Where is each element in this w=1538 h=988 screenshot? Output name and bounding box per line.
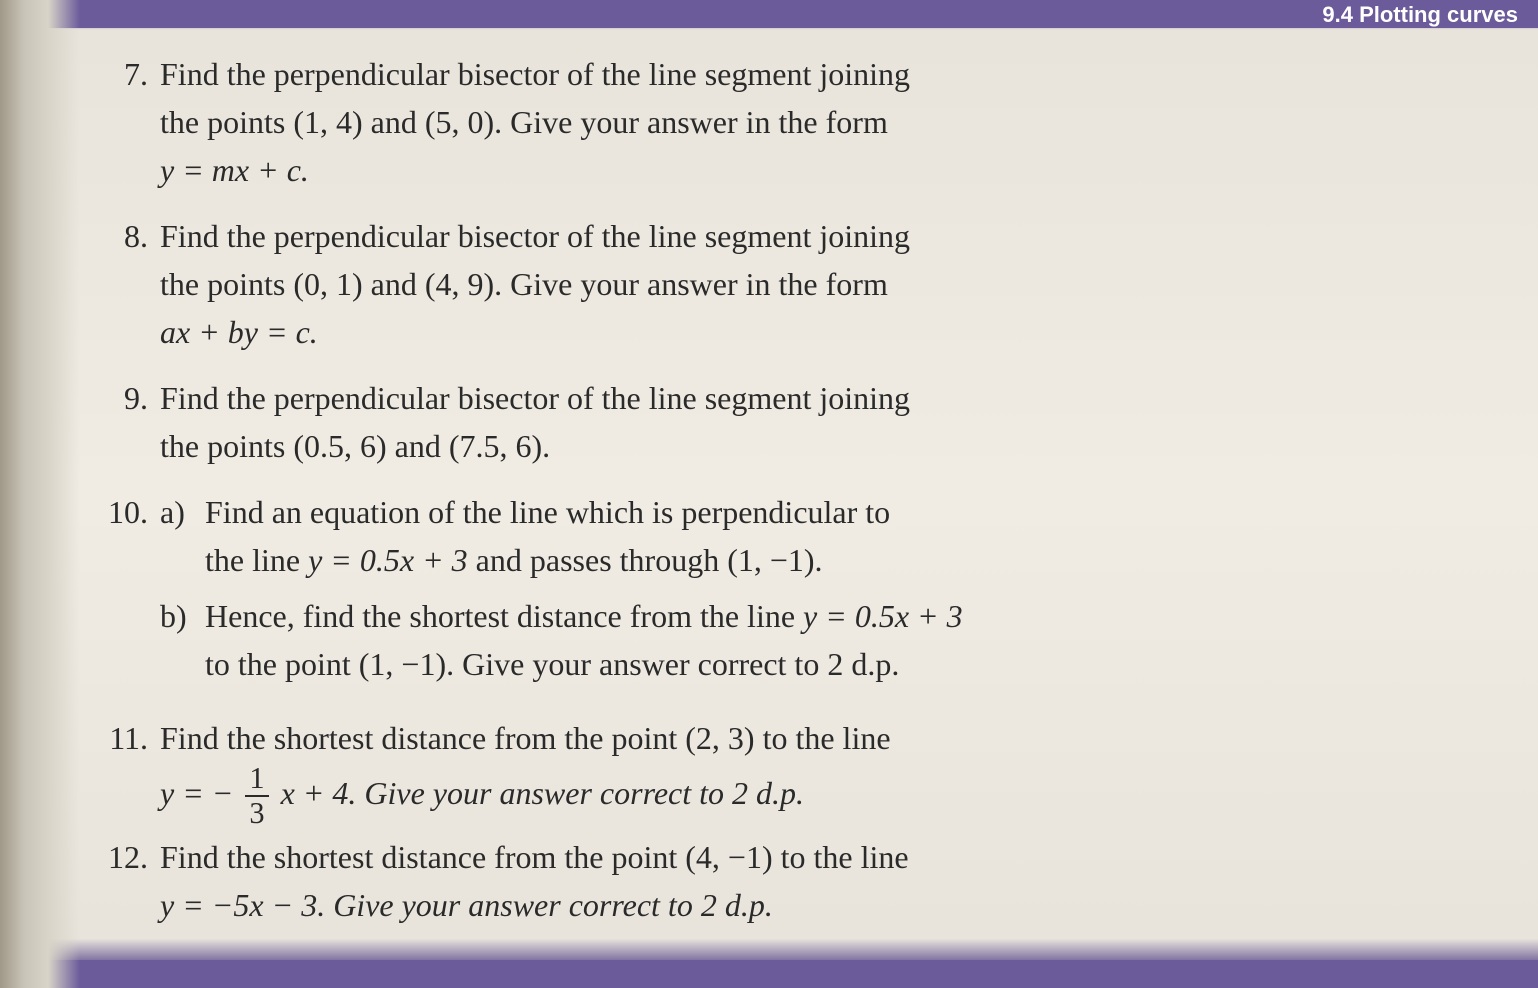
page-content: 7. Find the perpendicular bisector of th… — [100, 50, 1478, 931]
text-line: the points (0, 1) and (4, 9). Give your … — [160, 260, 1478, 308]
problem-number: 11. — [100, 714, 160, 831]
bottom-purple-bar — [0, 960, 1538, 988]
sub-part-b: b) Hence, find the shortest distance fro… — [160, 592, 1478, 688]
text-line: the line y = 0.5x + 3 and passes through… — [205, 536, 1478, 584]
sub-part-a: a) Find an equation of the line which is… — [160, 488, 1478, 584]
text: the line — [205, 542, 308, 578]
equation-pre: y = − — [160, 775, 241, 811]
problem-number: 9. — [100, 374, 160, 470]
sub-text: Hence, find the shortest distance from t… — [205, 592, 1478, 688]
problem-11: 11. Find the shortest distance from the … — [100, 714, 1478, 831]
problem-body: Find the perpendicular bisector of the l… — [160, 212, 1478, 356]
sub-label: a) — [160, 488, 205, 584]
text-line: the points (1, 4) and (5, 0). Give your … — [160, 98, 1478, 146]
text-line: Hence, find the shortest distance from t… — [205, 592, 1478, 640]
fraction: 13 — [245, 762, 268, 831]
sub-label: b) — [160, 592, 205, 688]
top-purple-bar — [0, 0, 1538, 28]
problem-12: 12. Find the shortest distance from the … — [100, 833, 1478, 929]
text-line: Find the perpendicular bisector of the l… — [160, 374, 1478, 422]
problem-body: Find the shortest distance from the poin… — [160, 833, 1478, 929]
problem-body: Find the perpendicular bisector of the l… — [160, 374, 1478, 470]
problem-body: Find the perpendicular bisector of the l… — [160, 50, 1478, 194]
problem-number: 8. — [100, 212, 160, 356]
problem-number: 7. — [100, 50, 160, 194]
equation-line: y = − 13 x + 4. Give your answer correct… — [160, 762, 1478, 831]
equation: ax + by = c. — [160, 308, 1478, 356]
text-line: Find the shortest distance from the poin… — [160, 714, 1478, 762]
equation-inline: y = 0.5x + 3 — [803, 598, 963, 634]
problem-number: 10. — [100, 488, 160, 696]
equation-post: x + 4. Give your answer correct to 2 d.p… — [273, 775, 804, 811]
text-line: Find the perpendicular bisector of the l… — [160, 50, 1478, 98]
problem-body: a) Find an equation of the line which is… — [160, 488, 1478, 696]
section-header: 9.4 Plotting curves — [1322, 2, 1518, 28]
problem-number: 12. — [100, 833, 160, 929]
equation-inline: y = 0.5x + 3 — [308, 542, 468, 578]
fraction-denominator: 3 — [245, 797, 268, 830]
text-line: Find the perpendicular bisector of the l… — [160, 212, 1478, 260]
fraction-numerator: 1 — [245, 762, 268, 797]
problem-8: 8. Find the perpendicular bisector of th… — [100, 212, 1478, 356]
equation: y = mx + c. — [160, 146, 1478, 194]
text: and passes through (1, −1). — [468, 542, 823, 578]
text-line: Find the shortest distance from the poin… — [160, 833, 1478, 881]
problem-7: 7. Find the perpendicular bisector of th… — [100, 50, 1478, 194]
problem-10: 10. a) Find an equation of the line whic… — [100, 488, 1478, 696]
problem-body: Find the shortest distance from the poin… — [160, 714, 1478, 831]
text-line: to the point (1, −1). Give your answer c… — [205, 640, 1478, 688]
book-spine-shadow — [0, 0, 80, 988]
text: Hence, find the shortest distance from t… — [205, 598, 803, 634]
problem-9: 9. Find the perpendicular bisector of th… — [100, 374, 1478, 470]
sub-text: Find an equation of the line which is pe… — [205, 488, 1478, 584]
equation: y = −5x − 3. Give your answer correct to… — [160, 881, 1478, 929]
text-line: Find an equation of the line which is pe… — [205, 488, 1478, 536]
text-line: the points (0.5, 6) and (7.5, 6). — [160, 422, 1478, 470]
